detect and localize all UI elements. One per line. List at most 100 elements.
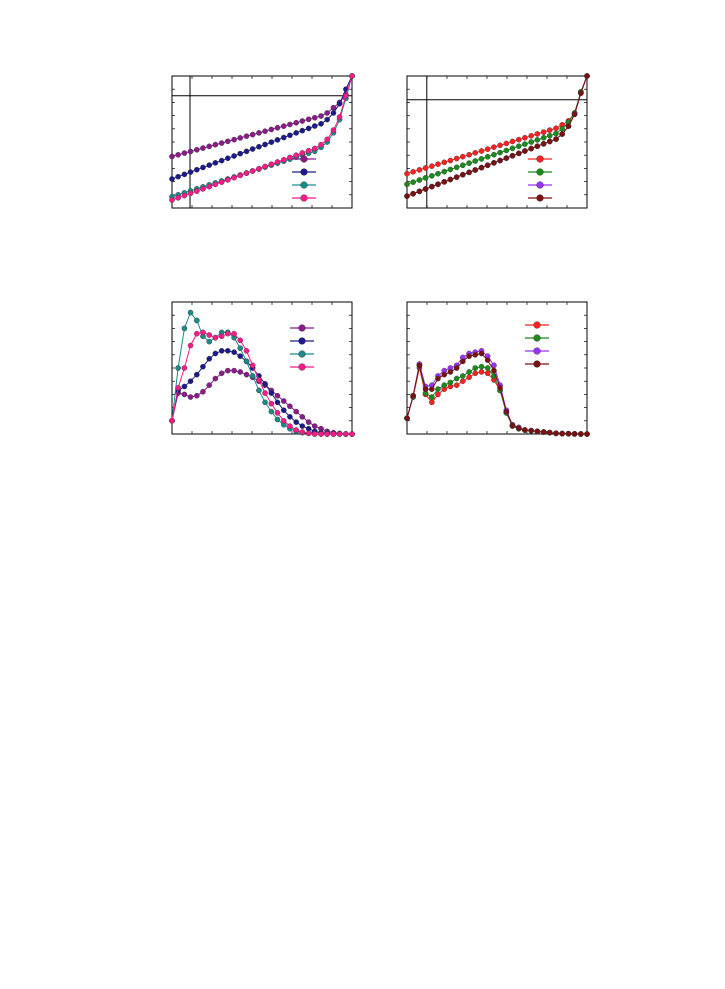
data-point — [293, 427, 300, 433]
data-point — [472, 351, 479, 358]
data-point — [546, 132, 553, 139]
data-point — [256, 143, 262, 150]
data-point — [441, 371, 448, 378]
data-point — [237, 172, 244, 179]
data-point — [293, 408, 300, 415]
data-point — [237, 345, 244, 352]
data-point — [453, 164, 460, 171]
data-point — [175, 152, 181, 158]
data-point — [584, 431, 590, 437]
legend-marker — [533, 360, 541, 368]
data-point — [466, 374, 472, 381]
data-point — [447, 379, 454, 386]
data-point — [299, 118, 306, 124]
data-point — [274, 124, 281, 131]
data-point — [262, 381, 268, 387]
data-point — [175, 173, 181, 180]
data-point — [497, 157, 503, 164]
data-point — [249, 131, 256, 138]
data-point — [540, 141, 547, 147]
data-point — [218, 157, 225, 164]
data-point — [243, 133, 250, 139]
data-point — [478, 164, 485, 171]
data-point — [305, 147, 312, 154]
data-point — [237, 150, 244, 157]
data-point — [256, 377, 262, 383]
data-point — [343, 431, 349, 437]
data-point — [453, 365, 460, 371]
data-point — [553, 430, 559, 437]
data-point — [299, 423, 306, 429]
data-point — [503, 408, 510, 415]
data-point — [268, 126, 275, 133]
data-point — [237, 353, 244, 359]
data-point — [212, 334, 219, 341]
data-point — [447, 369, 454, 375]
data-point — [243, 358, 250, 365]
data-point — [497, 384, 503, 391]
data-point — [280, 417, 287, 424]
data-point — [435, 181, 441, 188]
data-point — [349, 431, 355, 437]
data-point — [206, 338, 213, 345]
data-point — [509, 422, 516, 429]
data-point — [224, 138, 231, 145]
data-point — [565, 430, 572, 437]
data-point — [522, 134, 528, 141]
data-point — [200, 329, 206, 336]
data-point — [218, 140, 225, 146]
data-point — [311, 431, 318, 437]
data-point — [268, 400, 275, 407]
data-point — [453, 375, 460, 382]
data-point — [429, 399, 435, 406]
data-point — [429, 394, 435, 400]
data-point — [305, 419, 312, 425]
data-point — [206, 382, 213, 388]
data-point — [224, 155, 231, 162]
series-line — [171, 75, 353, 198]
data-point — [484, 146, 491, 152]
data-point — [330, 127, 337, 133]
data-point — [194, 330, 200, 337]
data-point — [522, 427, 528, 433]
data-point — [435, 386, 441, 392]
data-point — [422, 386, 429, 392]
data-point — [416, 167, 423, 173]
data-point — [318, 113, 324, 119]
data-point — [311, 145, 318, 152]
data-point — [534, 131, 541, 137]
data-point — [522, 141, 528, 147]
data-point — [280, 407, 287, 414]
data-point — [181, 171, 188, 178]
data-point — [212, 375, 219, 382]
data-point — [311, 114, 318, 121]
data-point — [503, 147, 510, 154]
data-point — [293, 119, 300, 126]
data-point — [262, 141, 268, 148]
data-point — [410, 169, 416, 175]
data-point — [459, 171, 466, 178]
data-point — [218, 333, 225, 340]
data-point — [206, 355, 213, 362]
data-point — [497, 149, 503, 156]
data-point — [472, 150, 479, 156]
series-line — [171, 350, 352, 435]
data-point — [484, 162, 491, 169]
data-point — [503, 155, 510, 161]
legend-marker — [300, 168, 308, 176]
series-line — [406, 350, 587, 435]
chart-panel-4 — [404, 301, 590, 437]
data-point — [212, 141, 219, 148]
chart-panel-1 — [169, 73, 355, 209]
data-point — [224, 330, 231, 337]
data-point — [559, 126, 565, 132]
legend-marker — [298, 324, 306, 332]
data-point — [293, 152, 300, 158]
legend-marker — [300, 181, 308, 189]
data-point — [187, 394, 194, 400]
data-point — [534, 428, 541, 435]
data-point — [169, 197, 175, 203]
data-point — [231, 349, 237, 355]
